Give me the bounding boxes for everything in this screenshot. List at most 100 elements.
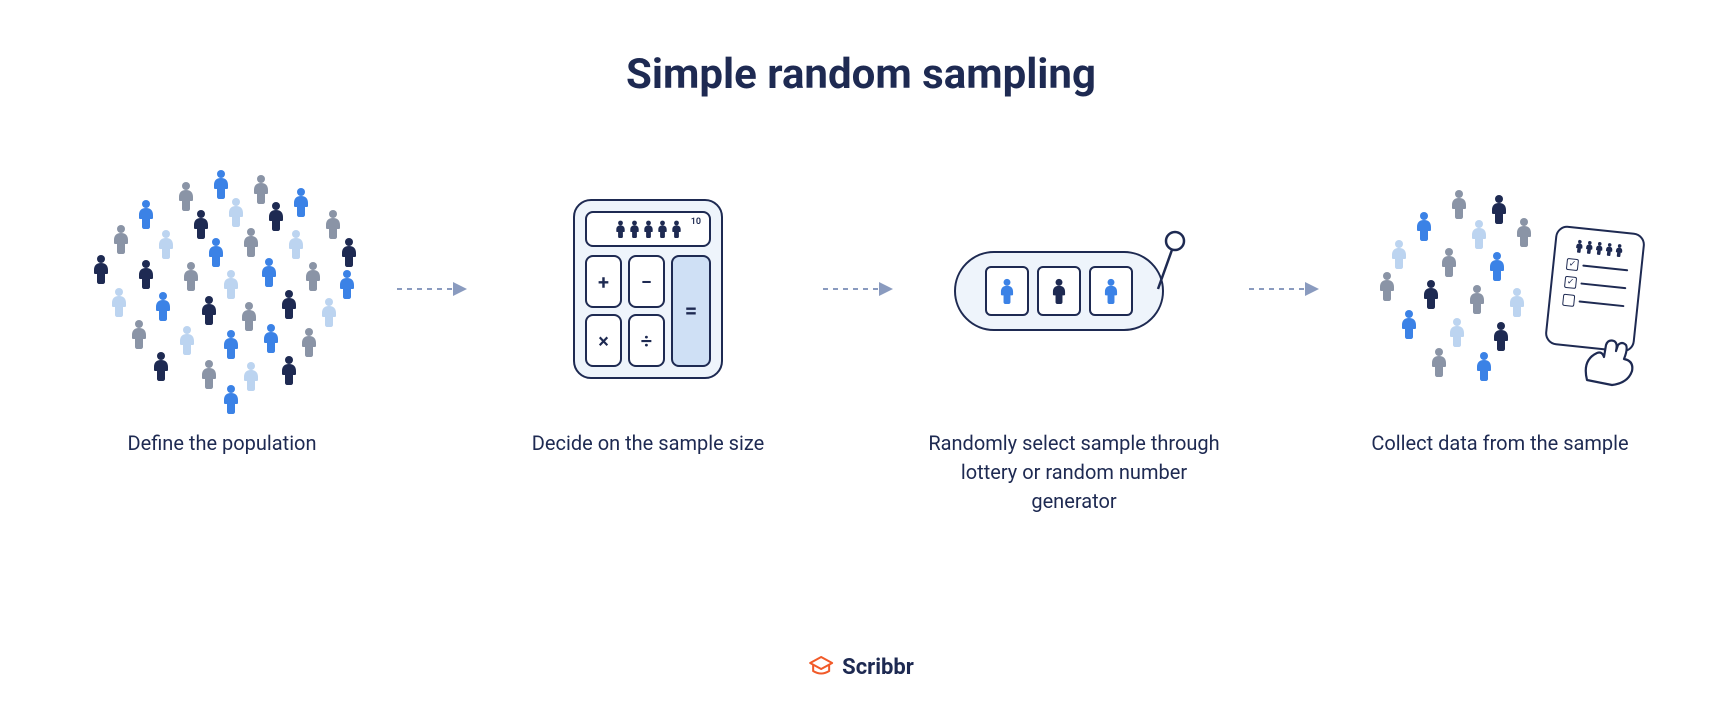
step-1: Define the population xyxy=(72,159,372,458)
person-icon xyxy=(1400,309,1418,339)
person-icon xyxy=(1492,321,1510,351)
person-icon xyxy=(1378,271,1396,301)
person-icon xyxy=(643,220,654,238)
arrow-3 xyxy=(1242,159,1332,419)
collect-illustration: ✓ ✓ xyxy=(1360,159,1640,419)
person-icon xyxy=(1440,247,1458,277)
step-3-caption: Randomly select sample through lottery o… xyxy=(924,429,1224,516)
person-icon xyxy=(1488,251,1506,281)
person-icon xyxy=(227,197,245,227)
calc-key-equals: = xyxy=(671,255,711,367)
clipboard-line xyxy=(1582,265,1628,272)
person-icon xyxy=(1468,284,1486,314)
person-icon xyxy=(1605,242,1614,257)
calculator-superscript: 10 xyxy=(691,217,701,227)
person-icon xyxy=(262,323,280,353)
infographic-canvas: Simple random sampling Define the popula… xyxy=(0,0,1722,708)
person-icon xyxy=(152,351,170,381)
hand-icon xyxy=(1572,315,1652,395)
calculator-icon: 10 + − × ÷ = xyxy=(573,199,723,379)
person-icon xyxy=(92,254,110,284)
person-icon xyxy=(324,209,342,239)
calc-key-divide: ÷ xyxy=(628,314,665,367)
slot-machine-icon xyxy=(954,251,1164,331)
brand-logo: Scribbr xyxy=(808,654,914,680)
person-icon xyxy=(1585,240,1594,255)
person-icon xyxy=(137,199,155,229)
person-icon xyxy=(629,220,640,238)
person-icon xyxy=(267,201,285,231)
clipboard-line xyxy=(1579,300,1625,307)
calc-key-times: × xyxy=(585,314,622,367)
calc-key-minus: − xyxy=(628,255,665,308)
person-icon xyxy=(157,229,175,259)
person-icon xyxy=(1614,243,1623,258)
step-4: ✓ ✓ Collect data from the sample xyxy=(1350,159,1650,458)
person-icon xyxy=(1515,217,1533,247)
person-icon xyxy=(1422,279,1440,309)
person-icon xyxy=(177,181,195,211)
title: Simple random sampling xyxy=(626,50,1096,99)
person-icon xyxy=(300,327,318,357)
person-icon xyxy=(1390,239,1408,269)
person-icon xyxy=(657,220,668,238)
slot-cell-2 xyxy=(1037,266,1081,316)
person-icon xyxy=(1450,189,1468,219)
person-icon xyxy=(242,361,260,391)
person-icon xyxy=(112,224,130,254)
slot-illustration xyxy=(954,159,1194,419)
person-icon xyxy=(320,297,338,327)
person-icon xyxy=(222,384,240,414)
lever-icon xyxy=(1148,229,1188,299)
calculator-keys: + − × ÷ = xyxy=(585,255,711,367)
person-icon xyxy=(222,329,240,359)
person-icon xyxy=(1595,241,1604,256)
person-icon xyxy=(154,291,172,321)
person-icon xyxy=(207,237,225,267)
person-icon xyxy=(304,261,322,291)
person-icon xyxy=(1430,347,1448,377)
arrow-icon xyxy=(821,279,901,299)
check-icon: ✓ xyxy=(1566,258,1579,271)
slot-cell-1 xyxy=(985,266,1029,316)
slot-cell-3 xyxy=(1089,266,1133,316)
person-icon xyxy=(212,169,230,199)
person-icon xyxy=(130,319,148,349)
person-icon xyxy=(178,325,196,355)
person-icon xyxy=(110,287,128,317)
calculator-screen: 10 xyxy=(585,211,711,247)
person-icon xyxy=(252,174,270,204)
brand-text: Scribbr xyxy=(842,655,914,680)
arrow-1 xyxy=(390,159,480,419)
person-icon xyxy=(615,220,626,238)
clipboard-people-icons xyxy=(1568,238,1631,258)
person-icon xyxy=(200,359,218,389)
person-icon xyxy=(1475,351,1493,381)
person-icon xyxy=(1470,219,1488,249)
person-icon xyxy=(222,269,240,299)
person-icon xyxy=(260,257,278,287)
check-icon: ✓ xyxy=(1564,276,1577,289)
person-icon xyxy=(1490,194,1508,224)
person-icon xyxy=(240,301,258,331)
brand-cap-icon xyxy=(808,654,834,680)
steps-row: Define the population 10 + − xyxy=(0,159,1722,516)
person-icon xyxy=(280,289,298,319)
step-4-caption: Collect data from the sample xyxy=(1371,429,1628,458)
person-icon xyxy=(1415,211,1433,241)
step-1-caption: Define the population xyxy=(127,429,316,458)
person-icon xyxy=(1575,239,1584,254)
person-icon xyxy=(287,229,305,259)
person-icon xyxy=(182,261,200,291)
person-icon xyxy=(242,227,260,257)
person-icon xyxy=(280,355,298,385)
person-icon xyxy=(200,295,218,325)
clipboard-line xyxy=(1580,282,1626,289)
step-2-caption: Decide on the sample size xyxy=(532,429,764,458)
person-icon xyxy=(671,220,682,238)
calc-key-plus: + xyxy=(585,255,622,308)
person-icon xyxy=(340,237,358,267)
person-icon xyxy=(137,259,155,289)
person-icon xyxy=(192,209,210,239)
person-icon xyxy=(292,187,310,217)
